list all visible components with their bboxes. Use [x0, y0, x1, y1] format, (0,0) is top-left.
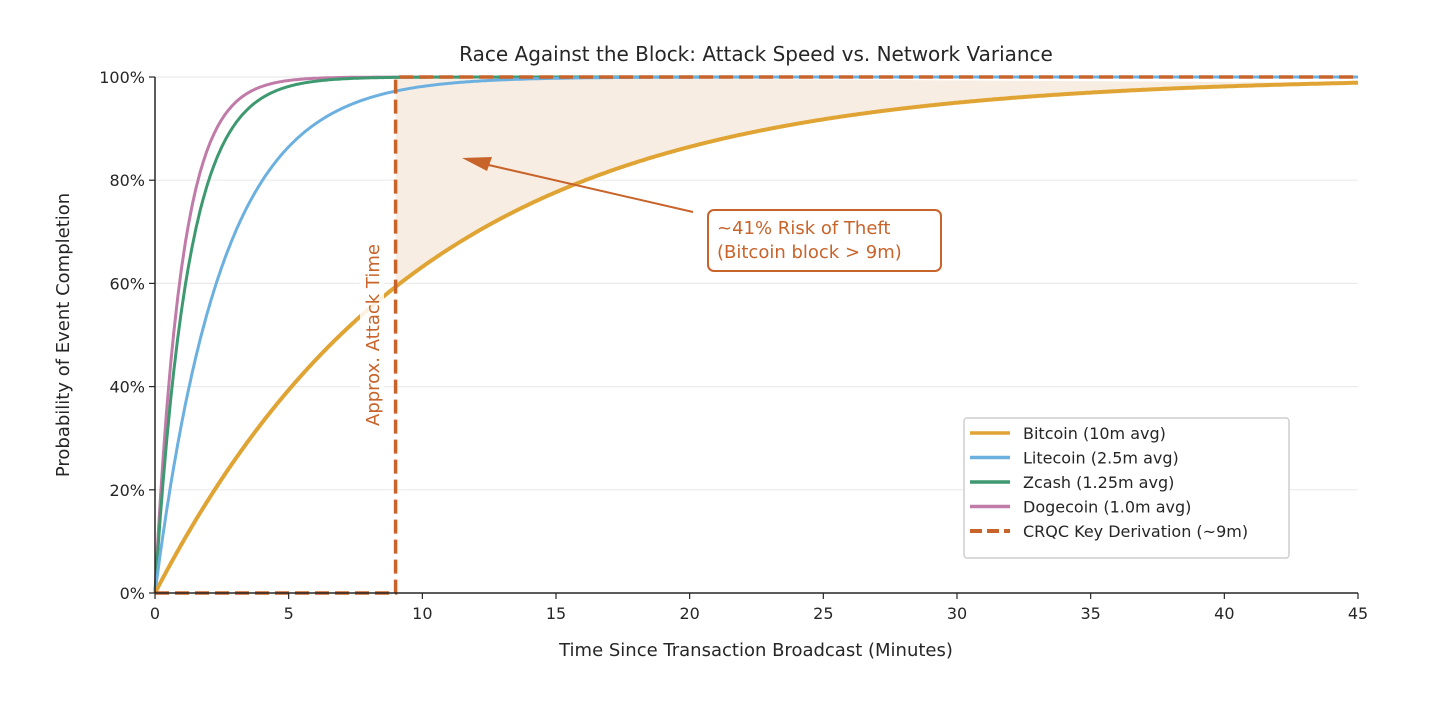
x-tick-label: 20 — [679, 604, 699, 623]
legend-label: CRQC Key Derivation (~9m) — [1023, 522, 1248, 541]
x-axis-label: Time Since Transaction Broadcast (Minute… — [558, 640, 953, 661]
x-tick-label: 40 — [1214, 604, 1234, 623]
chart-title: Race Against the Block: Attack Speed vs.… — [459, 42, 1053, 66]
legend-label: Zcash (1.25m avg) — [1023, 473, 1174, 492]
y-tick-label: 100% — [99, 68, 145, 87]
legend-label: Dogecoin (1.0m avg) — [1023, 498, 1191, 517]
series-line-bitcoin — [153, 80, 1359, 594]
risk-box — [707, 209, 942, 272]
attack-time-label: Approx. Attack Time — [363, 244, 384, 426]
y-axis-label: Probability of Event Completion — [53, 193, 74, 477]
series-line-litecoin — [153, 75, 1359, 594]
x-tick-label: 45 — [1348, 604, 1368, 623]
risk-box-line2: (Bitcoin block > 9m) — [717, 242, 902, 263]
axes: 0% 20% 40% 60% 80% 100% 0 5 10 15 20 25 30 35 40 45 — [99, 68, 1368, 623]
x-tick-label: 30 — [947, 604, 967, 623]
legend-label: Litecoin (2.5m avg) — [1023, 449, 1179, 468]
legend-label: Bitcoin (10m avg) — [1023, 424, 1166, 443]
risk-arrow-shaft — [479, 162, 694, 213]
legend: Bitcoin (10m avg) Litecoin (2.5m avg) Zcas… — [963, 417, 1290, 559]
x-tick-label: 0 — [150, 604, 160, 623]
risk-arrow-head — [462, 157, 492, 171]
x-tick-label: 15 — [546, 604, 566, 623]
y-tick-label: 80% — [109, 171, 145, 190]
y-tick-label: 40% — [109, 378, 145, 397]
y-tick-label: 20% — [109, 481, 145, 500]
y-tick-label: 60% — [109, 274, 145, 293]
x-tick-label: 35 — [1080, 604, 1100, 623]
y-tick-label: 0% — [120, 584, 145, 603]
x-tick-label: 10 — [412, 604, 432, 623]
risk-box-line1: ~41% Risk of Theft — [717, 218, 890, 239]
attack-time-label-bg — [360, 225, 384, 445]
legend-frame — [963, 417, 1290, 559]
x-tick-label: 5 — [284, 604, 294, 623]
risk-shaded-region — [395, 77, 1359, 287]
x-tick-label: 25 — [813, 604, 833, 623]
